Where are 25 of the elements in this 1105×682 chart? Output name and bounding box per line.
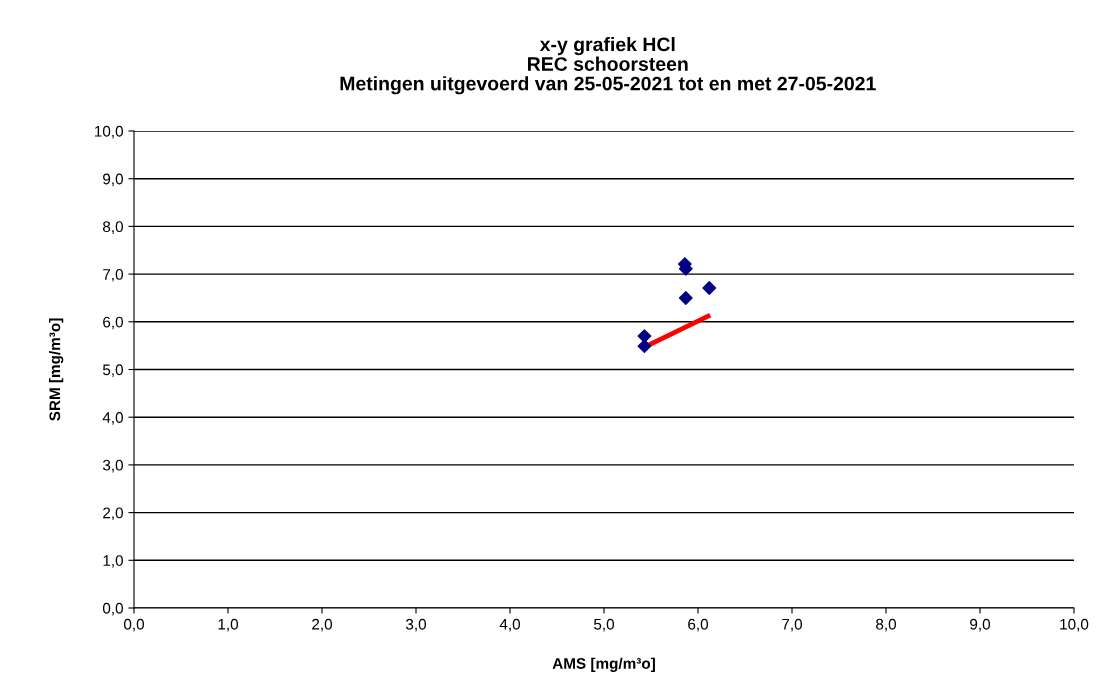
- y-tick-label: 9,0: [103, 173, 123, 187]
- x-tick-label: 6,0: [688, 618, 709, 632]
- y-tick-label: 1,0: [103, 555, 123, 568]
- x-tick-label: 1,0: [218, 618, 239, 632]
- y-tick-label: 7,0: [103, 268, 123, 282]
- y-tick-label: 2,0: [103, 507, 123, 521]
- y-tick-label: 5,0: [102, 364, 123, 377]
- x-tick-label: 0,0: [123, 618, 145, 632]
- x-tick-label: 3,0: [405, 618, 427, 632]
- x-tick-label: 8,0: [876, 618, 897, 632]
- y-axis-title: SRM [mg/m³o]: [48, 318, 64, 421]
- y-tick-label: 3,0: [102, 459, 123, 473]
- x-tick-label: 5,0: [593, 618, 615, 632]
- x-tick-label: 4,0: [499, 618, 521, 632]
- y-tick-label: 6,0: [103, 316, 123, 330]
- x-axis-title: AMS [mg/m³o]: [552, 657, 655, 672]
- x-tick-label: 7,0: [782, 618, 803, 632]
- y-tick-label: 8,0: [103, 221, 123, 234]
- y-tick-label: 10,0: [95, 125, 123, 139]
- chart-title: x-y grafiek HCl REC schoorsteen Metingen uitgevoerd van 25-05-2021 tot en met 27-05-2021: [340, 37, 876, 95]
- y-tick-label: 4,0: [102, 412, 123, 425]
- x-tick-label: 10,0: [1060, 618, 1089, 632]
- y-tick-label: 0,0: [102, 602, 123, 616]
- x-tick-label: 2,0: [312, 618, 333, 632]
- x-tick-label: 9,0: [970, 618, 991, 632]
